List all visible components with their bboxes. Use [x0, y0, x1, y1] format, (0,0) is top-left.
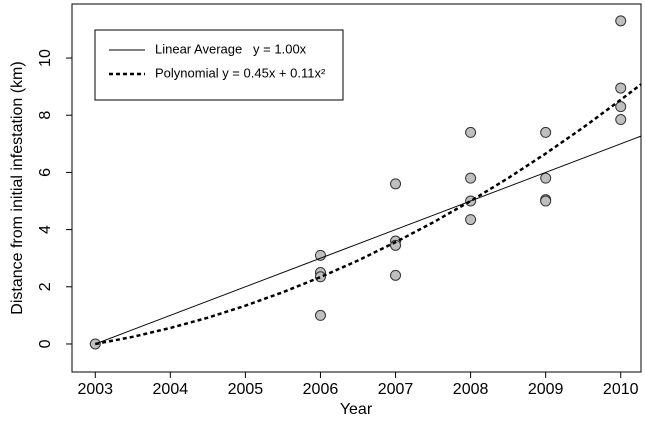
point — [314, 309, 326, 321]
x-tick-label: 2004 — [153, 381, 189, 398]
fit-line — [95, 83, 642, 346]
y-axis-label: Distance from initial infestation (km) — [9, 61, 26, 314]
point — [314, 249, 326, 261]
x-tick-label: 2008 — [453, 381, 489, 398]
point — [540, 195, 552, 207]
fit-line — [95, 135, 642, 345]
point — [465, 172, 477, 184]
y-tick-label: 8 — [37, 111, 54, 120]
point — [615, 101, 627, 113]
y-tick-label: 4 — [37, 225, 54, 234]
y-tick-label: 0 — [37, 339, 54, 348]
y-tick-label: 10 — [37, 49, 54, 67]
point — [465, 214, 477, 226]
point — [615, 114, 627, 126]
point — [540, 172, 552, 184]
point — [465, 126, 477, 138]
legend-label: Polynomial y = 0.45x + 0.11x² — [155, 65, 326, 80]
point — [540, 126, 552, 138]
y-tick-label: 6 — [37, 168, 54, 177]
point — [615, 82, 627, 94]
plot-frame — [71, 3, 642, 373]
x-tick-label: 2010 — [603, 381, 639, 398]
legend-label: Linear Average y = 1.00x — [155, 41, 307, 56]
point — [390, 178, 402, 190]
legend-box — [94, 29, 344, 101]
x-tick-label: 2003 — [77, 381, 113, 398]
x-tick-label: 2009 — [528, 381, 564, 398]
x-tick-label: 2006 — [303, 381, 339, 398]
x-tick-label: 2005 — [228, 381, 264, 398]
point — [615, 15, 627, 27]
y-tick-label: 2 — [37, 282, 54, 291]
x-axis-label: Year — [340, 401, 373, 418]
x-tick-label: 2007 — [378, 381, 414, 398]
point — [390, 269, 402, 281]
